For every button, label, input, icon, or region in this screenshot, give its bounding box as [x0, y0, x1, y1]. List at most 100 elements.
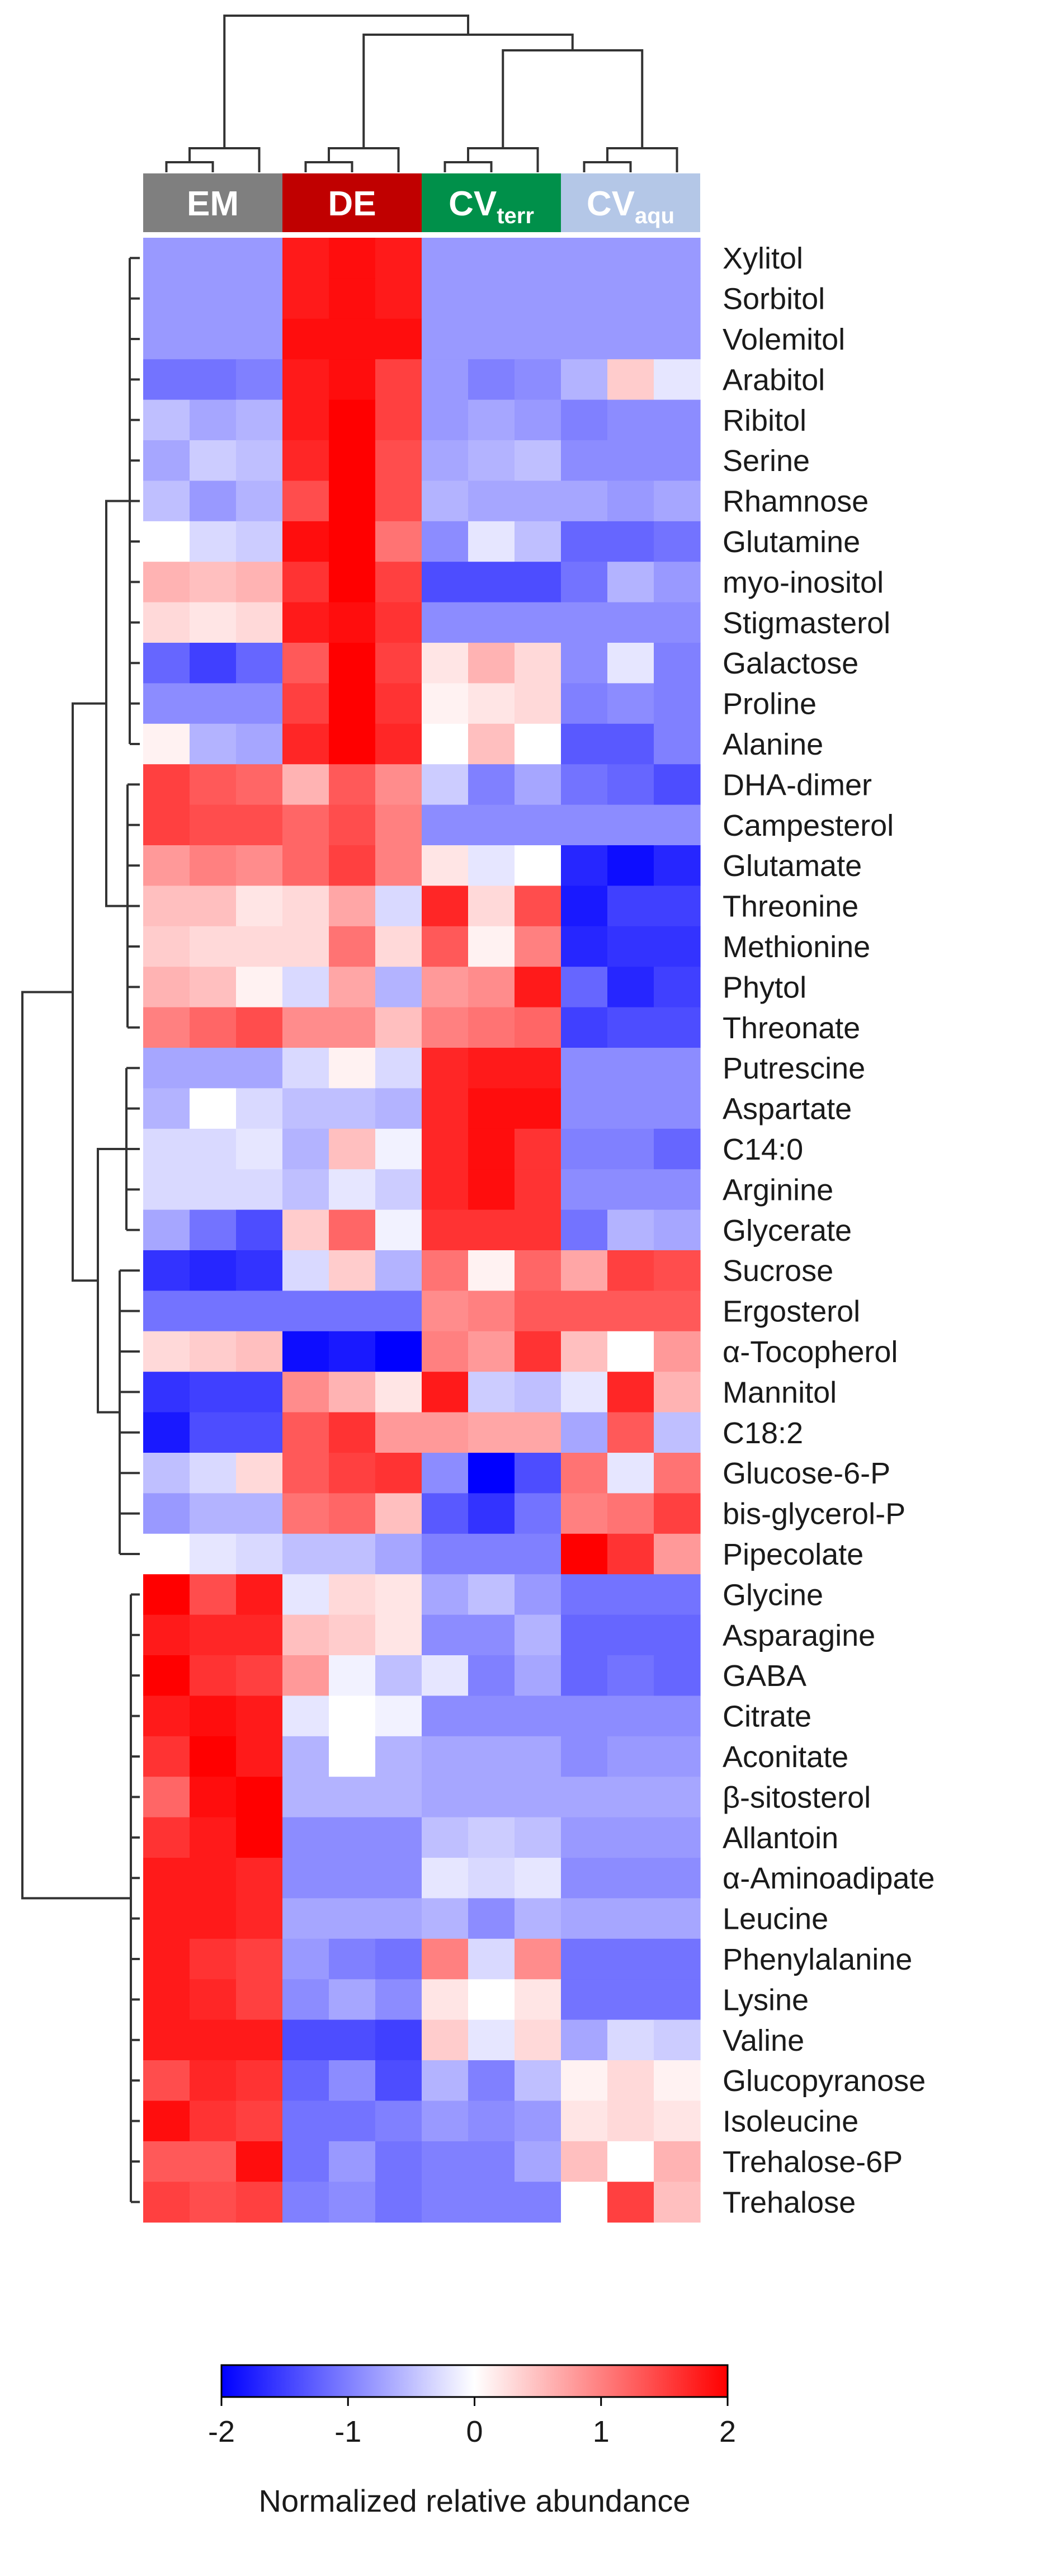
heatmap-cell	[422, 804, 469, 846]
heatmap-cell	[422, 1007, 469, 1048]
heatmap-cell	[422, 1736, 469, 1777]
heatmap-cell	[329, 399, 376, 441]
heatmap-cell	[515, 2182, 561, 2223]
heatmap-cell	[329, 1614, 376, 1656]
colorbar-tick-label: -1	[334, 2415, 361, 2448]
heatmap-cell	[515, 278, 561, 319]
heatmap-cell	[654, 1817, 701, 1858]
row-label: β-sitosterol	[723, 1781, 871, 1814]
heatmap-cell	[607, 1493, 654, 1534]
heatmap-cell	[236, 1696, 283, 1737]
heatmap-cell	[143, 1169, 190, 1211]
heatmap-cell	[236, 845, 283, 886]
heatmap-cell	[654, 1048, 701, 1089]
heatmap-cell	[282, 1938, 329, 1980]
heatmap-cell	[422, 2141, 469, 2182]
row-label: Pipecolate	[723, 1538, 863, 1571]
heatmap-cell	[329, 440, 376, 481]
heatmap-cell	[375, 845, 422, 886]
heatmap-cell	[654, 1655, 701, 1696]
heatmap-cell	[422, 1979, 469, 2021]
heatmap-cell	[190, 521, 237, 562]
heatmap-cell	[329, 723, 376, 765]
heatmap-cell	[422, 481, 469, 522]
heatmap-cell	[236, 2182, 283, 2223]
column-branch	[165, 161, 214, 172]
heatmap-cell	[236, 1007, 283, 1048]
heatmap-cell	[607, 1898, 654, 1939]
heatmap-cell	[329, 1169, 376, 1211]
heatmap-cell	[422, 1331, 469, 1372]
heatmap-cell	[236, 2019, 283, 2061]
heatmap-cell	[654, 2141, 701, 2182]
heatmap-cell	[143, 1614, 190, 1656]
row-label: Glutamate	[723, 849, 862, 883]
heatmap-cell	[190, 1088, 237, 1129]
heatmap-cell	[143, 2060, 190, 2101]
heatmap-cell	[607, 1250, 654, 1291]
row-labels: Xylitol Sorbitol Volemitol Arabitol Ribitol S…	[723, 242, 935, 2219]
heatmap-cell	[561, 1736, 608, 1777]
heatmap-cell	[282, 1412, 329, 1453]
heatmap-cell	[236, 723, 283, 765]
heatmap-cell	[143, 804, 190, 846]
heatmap-cell	[190, 967, 237, 1008]
heatmap-cell	[190, 764, 237, 806]
heatmap-cell	[190, 602, 237, 643]
heatmap-cell	[190, 2141, 237, 2182]
heatmap-cell	[422, 1412, 469, 1453]
heatmap-cell	[515, 1574, 561, 1616]
heatmap-cell	[561, 683, 608, 724]
heatmap-cell	[515, 562, 561, 603]
group-header	[561, 173, 700, 232]
heatmap-cell	[329, 1493, 376, 1534]
heatmap-cell	[329, 1574, 376, 1616]
heatmap-cell	[143, 1655, 190, 1696]
heatmap-cell	[236, 1898, 283, 1939]
heatmap-cell	[607, 1453, 654, 1494]
heatmap-cell	[236, 1533, 283, 1575]
heatmap-cell	[607, 1817, 654, 1858]
heatmap-cell	[468, 1736, 515, 1777]
heatmap-cell	[422, 1291, 469, 1332]
heatmap-cell	[468, 1048, 515, 1089]
heatmap-cell	[236, 238, 283, 279]
heatmap-cell	[282, 1372, 329, 1413]
heatmap-cell	[282, 481, 329, 522]
heatmap-cell	[515, 1533, 561, 1575]
heatmap-cell	[561, 1372, 608, 1413]
heatmap-cell	[422, 1696, 469, 1737]
heatmap-cell	[282, 926, 329, 967]
heatmap-cell	[190, 1412, 237, 1453]
heatmap-cell	[190, 1858, 237, 1899]
heatmap-cell	[422, 1209, 469, 1251]
heatmap-cell	[329, 683, 376, 724]
heatmap-cell	[282, 2182, 329, 2223]
heatmap-cell	[282, 723, 329, 765]
group-label: DE	[328, 185, 376, 223]
heatmap-cell	[236, 399, 283, 441]
column-branch	[223, 15, 469, 148]
heatmap-cell	[607, 1128, 654, 1170]
heatmap-cell	[375, 1696, 422, 1737]
row-label: Trehalose-6P	[723, 2145, 903, 2179]
heatmap-cell	[282, 764, 329, 806]
heatmap-cell	[561, 804, 608, 846]
heatmap-cell	[561, 359, 608, 401]
heatmap-cell	[282, 1453, 329, 1494]
heatmap-cell	[607, 1291, 654, 1332]
heatmap-cell	[143, 886, 190, 927]
heatmap-cell	[607, 886, 654, 927]
heatmap-cell	[468, 1655, 515, 1696]
heatmap-cell	[190, 359, 237, 401]
heatmap-cell	[190, 1453, 237, 1494]
heatmap-cell	[236, 1817, 283, 1858]
heatmap-cell	[561, 845, 608, 886]
heatmap-cell	[236, 1453, 283, 1494]
row-label: Proline	[723, 687, 817, 721]
heatmap-cell	[422, 926, 469, 967]
heatmap-cell	[607, 1048, 654, 1089]
heatmap-cell	[468, 1979, 515, 2021]
